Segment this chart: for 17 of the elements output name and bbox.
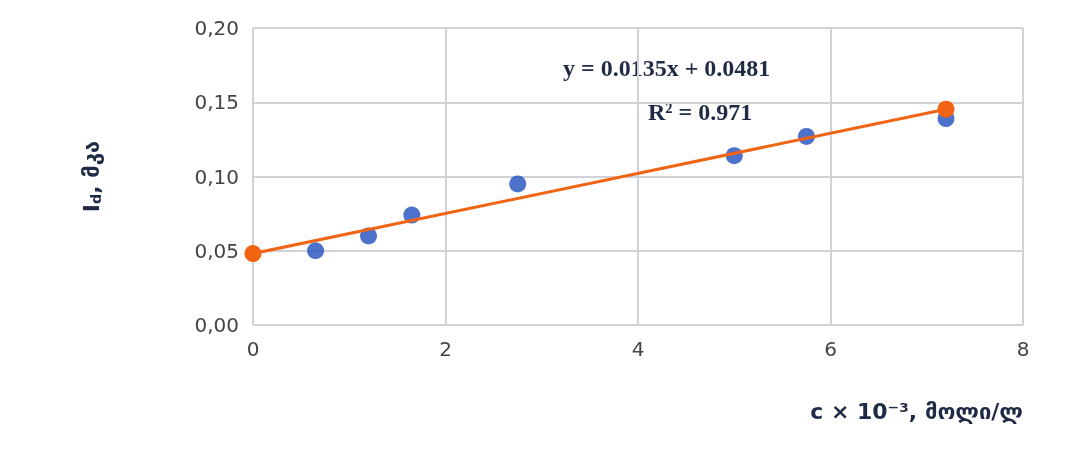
x-tick-label: 0 — [246, 337, 260, 361]
x-tick-label: 8 — [1016, 337, 1030, 361]
x-axis-title: c × 10⁻³, მოლი/ლ — [810, 398, 1023, 424]
y-tick-label: 0,10 — [194, 164, 239, 189]
y-axis-title: Id, მკა — [79, 140, 105, 213]
point — [307, 242, 325, 260]
y-tick-label: 0,15 — [194, 90, 239, 115]
y-tick-label: 0,05 — [194, 238, 239, 263]
y-tick-label: 0,20 — [194, 16, 239, 40]
x-tick-label: 2 — [439, 337, 452, 361]
x-tick-label: 6 — [824, 337, 837, 361]
y-tick-label: 0,00 — [194, 313, 239, 337]
point — [937, 100, 955, 118]
point — [509, 175, 527, 193]
x-tick-label: 4 — [631, 337, 645, 361]
point — [244, 245, 262, 263]
annotation: R² = 0.971 — [648, 99, 753, 125]
